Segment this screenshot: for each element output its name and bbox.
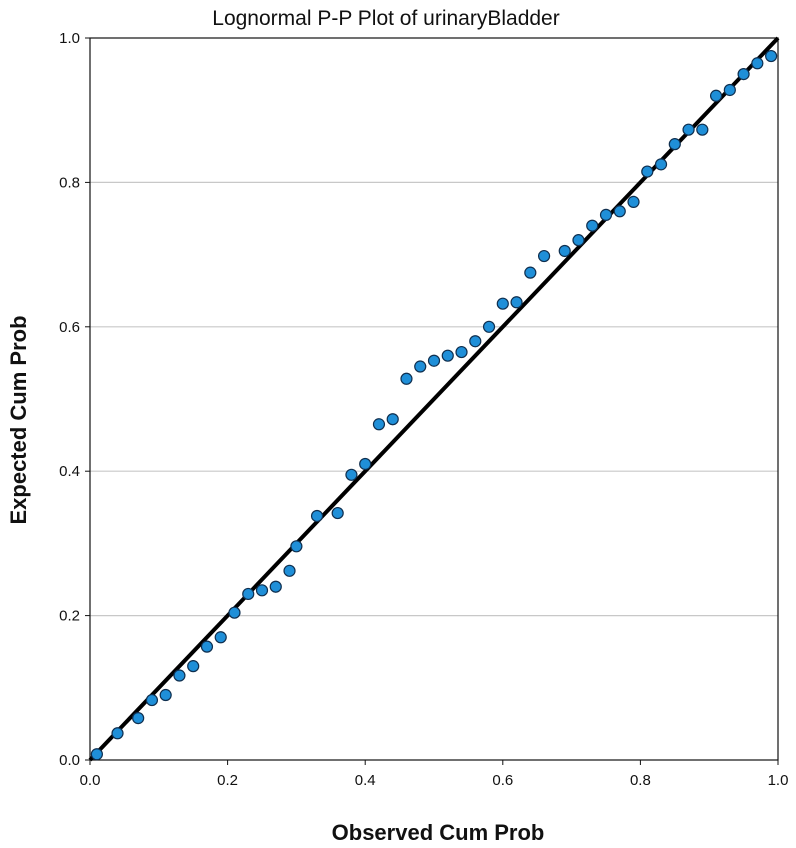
x-tick-label: 0.6 bbox=[492, 772, 513, 789]
data-point bbox=[331, 506, 344, 520]
data-point bbox=[159, 688, 172, 702]
data-point bbox=[228, 606, 241, 619]
data-point bbox=[345, 468, 358, 481]
y-axis-ticks: 0.0 0.2 0.4 0.6 0.8 1.0 bbox=[59, 30, 90, 769]
data-point bbox=[200, 640, 214, 653]
data-point bbox=[751, 57, 764, 70]
x-tick-label: 0.4 bbox=[355, 772, 376, 789]
y-axis-label: Expected Cum Prob bbox=[6, 315, 31, 524]
data-point bbox=[455, 345, 468, 359]
data-point bbox=[414, 360, 427, 373]
data-point bbox=[482, 320, 496, 333]
data-point bbox=[572, 234, 585, 247]
data-point bbox=[510, 296, 523, 309]
data-point bbox=[524, 266, 537, 279]
data-point bbox=[682, 123, 695, 136]
data-point bbox=[537, 249, 551, 263]
x-tick-label: 0.0 bbox=[80, 772, 101, 789]
horizontal-gridlines bbox=[90, 181, 778, 617]
data-point bbox=[427, 354, 441, 367]
data-point bbox=[187, 660, 200, 673]
data-point bbox=[90, 748, 103, 761]
data-point bbox=[765, 49, 778, 63]
data-point bbox=[709, 89, 723, 102]
data-point bbox=[269, 580, 282, 593]
data-point bbox=[586, 219, 599, 232]
y-tick-label: 0.2 bbox=[59, 608, 80, 625]
data-point bbox=[386, 413, 399, 426]
x-axis-ticks: 0.0 0.2 0.4 0.6 0.8 1.0 bbox=[80, 760, 789, 789]
data-point bbox=[441, 349, 454, 362]
data-point bbox=[372, 418, 386, 431]
data-point bbox=[242, 587, 255, 601]
data-point bbox=[173, 669, 186, 682]
data-point bbox=[737, 67, 750, 81]
data-point bbox=[310, 509, 324, 523]
x-tick-label: 1.0 bbox=[768, 772, 789, 789]
data-point bbox=[668, 138, 681, 151]
x-tick-label: 0.8 bbox=[630, 772, 651, 789]
data-point bbox=[599, 208, 613, 221]
chart-title: Lognormal P-P Plot of urinaryBladder bbox=[212, 7, 559, 30]
data-point bbox=[400, 372, 413, 385]
data-point bbox=[469, 335, 482, 348]
data-point bbox=[654, 158, 668, 171]
data-point bbox=[641, 165, 654, 178]
plot-frame bbox=[89, 37, 779, 761]
y-tick-label: 0.0 bbox=[59, 752, 80, 769]
data-point bbox=[613, 205, 626, 218]
data-point bbox=[359, 457, 372, 471]
data-point bbox=[696, 123, 709, 136]
data-point bbox=[132, 712, 145, 725]
reference-line bbox=[88, 36, 780, 762]
data-point bbox=[496, 297, 509, 310]
data-point bbox=[145, 693, 159, 707]
data-points bbox=[90, 49, 778, 761]
data-point bbox=[283, 564, 296, 577]
data-point bbox=[558, 244, 571, 258]
y-tick-label: 0.8 bbox=[59, 174, 80, 191]
data-point bbox=[214, 631, 227, 644]
data-point bbox=[723, 83, 736, 97]
data-point bbox=[290, 540, 303, 553]
x-axis-label: Observed Cum Prob bbox=[332, 820, 545, 845]
data-point bbox=[627, 195, 640, 208]
y-tick-label: 1.0 bbox=[59, 30, 80, 47]
y-tick-label: 0.4 bbox=[59, 463, 80, 480]
x-tick-label: 0.2 bbox=[217, 772, 238, 789]
y-tick-label: 0.6 bbox=[59, 319, 80, 336]
data-point bbox=[255, 584, 269, 597]
data-point bbox=[111, 727, 124, 740]
